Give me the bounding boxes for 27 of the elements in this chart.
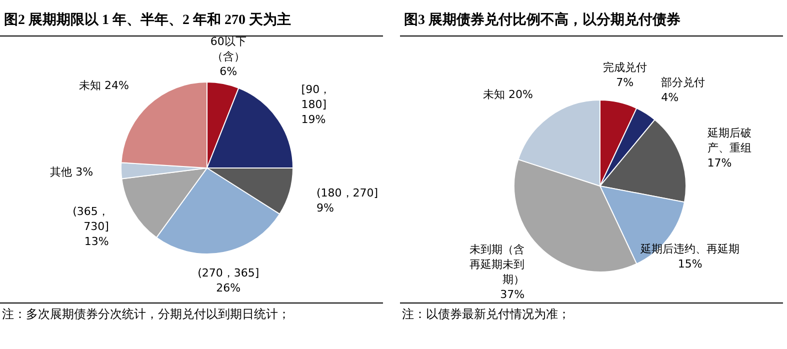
slice-label: 完成兑付 (602, 61, 647, 74)
slice-label: (270，365] (198, 266, 260, 280)
slice-label: 延期后破产、重组 (706, 126, 752, 154)
slice-label: 未知 20% (483, 88, 533, 101)
data-label: 7% (616, 76, 634, 90)
slice-label: 延期后违约、再延期 (640, 242, 740, 256)
slice-label: [90，180] (301, 82, 331, 111)
data-label: 26% (216, 281, 241, 294)
data-label: 17% (707, 156, 732, 170)
slice-label: 60以下（含） (210, 35, 246, 64)
chart-title: 图2 展期期限以 1 年、半年、2 年和 270 天为主 (4, 11, 291, 28)
data-label: 6% (220, 65, 238, 78)
data-label: 13% (84, 235, 109, 248)
slice-label: (180，270] (316, 186, 378, 200)
slice-label: 未到期（含再延期未到期） (470, 243, 525, 286)
data-label: 4% (661, 91, 679, 104)
chart-title: 图3 展期债券兑付比例不高，以分期兑付债券 (404, 11, 680, 28)
text: 注：以债券最新兑付情况为准； (402, 307, 570, 321)
data-label: 9% (316, 201, 334, 214)
data-label: 19% (301, 112, 326, 126)
text: 注：多次展期债券分次统计，分期兑付以到期日统计； (2, 307, 290, 321)
slice-label: 部分兑付 (661, 76, 706, 90)
data-label: 15% (678, 257, 702, 270)
slice-label: 其他 3% (50, 166, 94, 179)
slice-label: 未知 24% (79, 78, 129, 92)
data-label: 37% (500, 288, 525, 302)
slice-label: (365，730] (72, 205, 109, 234)
